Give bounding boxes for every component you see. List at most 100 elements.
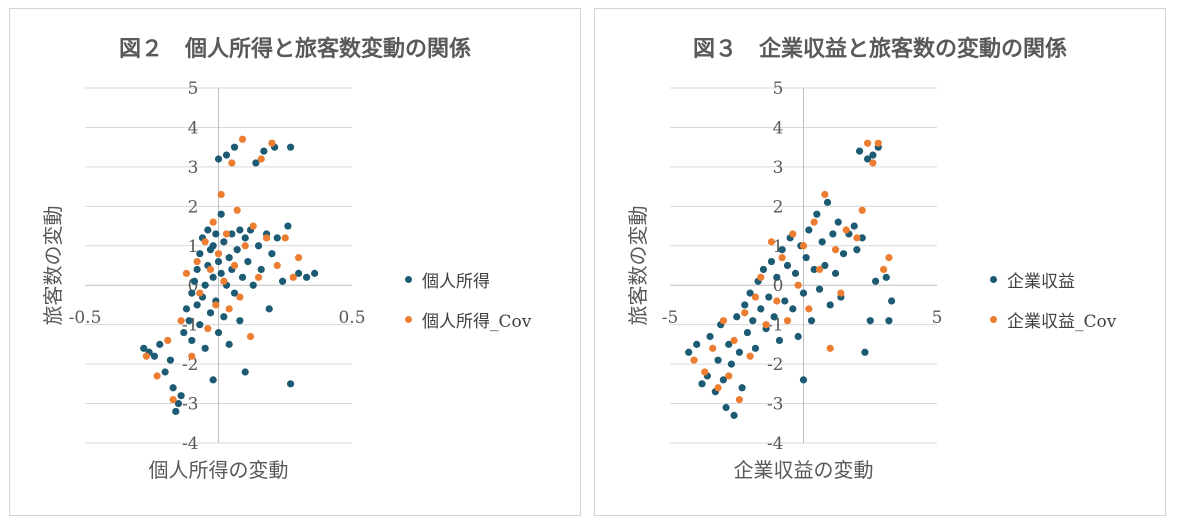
data-point-series-a xyxy=(196,321,204,329)
y-tick-label: -2 xyxy=(182,355,199,375)
data-point-series-a xyxy=(757,305,765,313)
data-point-series-a xyxy=(829,230,837,238)
data-point-series-a xyxy=(871,277,880,285)
data-point-series-a xyxy=(775,336,784,345)
data-point-series-a xyxy=(220,238,228,246)
data-point-series-a xyxy=(311,269,319,277)
data-point-series-b xyxy=(831,246,840,254)
legend-label: 企業収益 xyxy=(1007,271,1075,292)
data-point-series-b xyxy=(238,135,247,143)
data-point-series-a xyxy=(818,238,826,246)
legend-item-series-b: 企業収益_Cov xyxy=(990,299,1116,339)
y-tick-label: 0 xyxy=(188,276,199,296)
data-point-series-b xyxy=(220,277,228,285)
data-point-series-b xyxy=(767,238,776,246)
data-point-series-a xyxy=(853,246,861,254)
data-point-series-a xyxy=(866,317,874,325)
data-point-series-b xyxy=(735,396,744,404)
data-point-series-a xyxy=(212,230,220,238)
data-point-series-b xyxy=(730,336,738,345)
y-tick-label: 0 xyxy=(773,276,784,296)
data-point-series-b xyxy=(295,254,303,262)
data-point-series-a xyxy=(286,380,295,388)
data-point-series-b xyxy=(153,372,161,380)
data-point-series-a xyxy=(783,261,792,270)
data-point-series-a xyxy=(735,348,744,356)
legend-label: 個人所得_Cov xyxy=(422,311,532,332)
data-point-series-b xyxy=(209,218,217,226)
chart-title: 図２ 個人所得と旅客数変動の関係 xyxy=(118,37,471,62)
data-point-series-b xyxy=(874,139,882,147)
data-point-series-b xyxy=(842,226,850,234)
data-point-series-b xyxy=(273,261,281,270)
data-point-series-a xyxy=(190,277,199,285)
y-tick-label: -4 xyxy=(182,434,199,454)
data-point-series-b xyxy=(249,222,257,230)
data-point-series-a xyxy=(254,242,263,250)
data-point-series-b xyxy=(193,257,201,266)
data-point-series-b xyxy=(246,332,255,341)
y-tick-label: 2 xyxy=(773,197,784,217)
data-point-series-a xyxy=(265,305,273,313)
data-point-series-a xyxy=(180,328,188,337)
legend-label: 個人所得 xyxy=(422,271,490,292)
data-point-series-a xyxy=(719,376,727,384)
data-point-series-b xyxy=(182,269,191,277)
data-point-series-a xyxy=(286,143,295,151)
data-point-series-b xyxy=(212,301,220,309)
data-point-series-a xyxy=(188,336,196,345)
data-point-series-a xyxy=(781,297,789,305)
data-point-series-a xyxy=(201,344,209,352)
data-point-series-a xyxy=(805,226,813,234)
data-point-series-a xyxy=(810,265,818,274)
data-point-series-b xyxy=(204,325,212,333)
data-point-series-a xyxy=(741,301,749,309)
legend-item-series-a: 個人所得 xyxy=(405,259,531,299)
data-point-series-b xyxy=(233,206,241,214)
data-point-series-b xyxy=(169,396,177,404)
data-point-series-b xyxy=(281,234,289,242)
data-point-series-a xyxy=(217,210,225,218)
data-point-series-b xyxy=(257,155,265,163)
data-point-series-b xyxy=(853,234,861,242)
data-point-series-a xyxy=(813,210,821,218)
legend-item-series-b: 個人所得_Cov xyxy=(405,299,531,339)
data-point-series-a xyxy=(759,265,768,274)
data-point-series-b xyxy=(837,289,845,297)
data-point-series-b xyxy=(241,242,249,250)
data-point-series-a xyxy=(214,155,223,163)
legend-item-series-a: 企業収益 xyxy=(990,259,1116,299)
data-point-series-a xyxy=(214,328,223,337)
data-point-series-b xyxy=(214,250,223,258)
chart-panel-corporate: 図３ 企業収益と旅客数の変動の関係 5 4 3 2 1 0 -1 -2 -3 -4 -5 5 企業収益の… xyxy=(594,8,1166,516)
data-point-series-a xyxy=(220,313,228,321)
data-point-series-b xyxy=(719,317,727,325)
data-point-series-a xyxy=(303,273,311,281)
data-point-series-a xyxy=(850,222,858,230)
x-tick-label: -0.5 xyxy=(69,308,102,328)
data-point-series-b xyxy=(762,321,770,329)
data-point-series-a xyxy=(888,297,896,305)
data-point-series-b xyxy=(757,273,765,281)
data-point-series-a xyxy=(209,376,217,384)
data-point-series-b xyxy=(714,384,722,392)
legend-marker-dot-icon xyxy=(405,315,412,323)
data-point-series-a xyxy=(172,407,180,416)
data-point-series-a xyxy=(751,344,760,352)
data-point-series-a xyxy=(722,403,730,412)
data-point-series-b xyxy=(746,352,754,360)
chart-title: 図３ 企業収益と旅客数の変動の関係 xyxy=(692,37,1067,62)
data-point-series-b xyxy=(741,309,749,317)
data-point-series-a xyxy=(749,317,757,325)
data-point-series-a xyxy=(188,289,196,297)
data-point-series-a xyxy=(746,289,754,297)
data-point-series-a xyxy=(156,340,164,348)
data-point-series-a xyxy=(230,289,239,297)
data-point-series-b xyxy=(885,254,893,262)
y-axis-title: 旅客数の変動 xyxy=(626,206,650,326)
data-point-series-a xyxy=(727,360,736,368)
data-point-series-a xyxy=(249,281,257,289)
x-tick-label: 0.5 xyxy=(338,308,365,328)
data-point-series-a xyxy=(233,246,241,254)
